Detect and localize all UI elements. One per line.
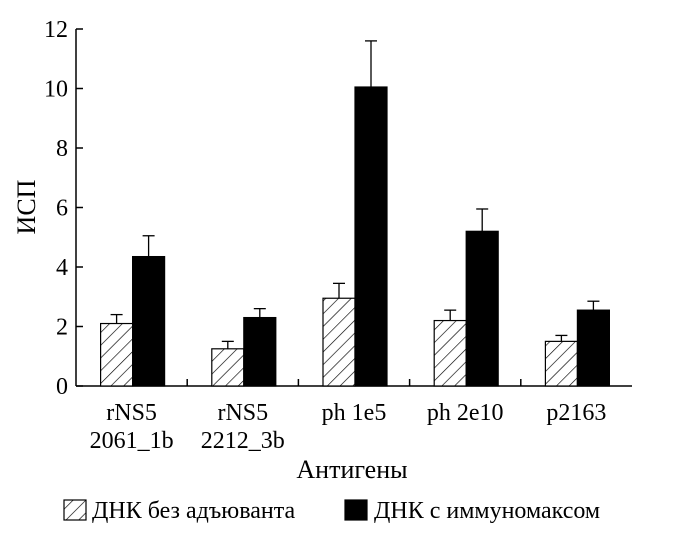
y-tick-label: 6 [56,196,68,222]
bar-solid [243,316,277,387]
y-tick-label: 12 [44,17,68,43]
bars [99,40,611,387]
bar-solid [354,86,388,387]
y-tick-label: 4 [56,255,68,281]
bar-hatched [322,297,356,387]
x-axis-title: Антигены [296,455,407,484]
x-category-label: p2163 [546,400,606,426]
bar-hatched [99,322,134,387]
y-tick-label: 10 [44,77,68,103]
bar-solid [576,309,611,387]
legend-label-series-1: ДНК без адъюванта [92,498,296,524]
y-tick-label: 8 [56,136,68,162]
bar-hatched [433,319,467,387]
legend-label-series-2: ДНК с иммуномаксом [374,498,600,524]
y-axis-title: ИСП [12,179,41,234]
bar-hatched [211,348,245,387]
legend: ДНК без адъюванта ДНК с иммуномаксом [63,498,600,524]
bar-hatched [544,340,579,387]
x-category-label: 2212_3b [201,428,285,454]
bar-solid [132,255,166,387]
bar-solid [465,230,499,387]
legend-swatch-solid [344,499,368,521]
y-tick-label: 0 [56,374,68,400]
y-tick-label: 2 [56,315,68,341]
x-category-label: rNS5 [106,400,157,426]
x-category-label: ph 1e5 [322,400,387,426]
x-category-label: rNS5 [217,400,268,426]
x-category-label: 2061_1b [90,428,174,454]
x-category-label: ph 2e10 [427,400,504,426]
axes: 0 2 4 6 8 10 12 [44,17,632,400]
legend-swatch-hatched [63,499,87,521]
